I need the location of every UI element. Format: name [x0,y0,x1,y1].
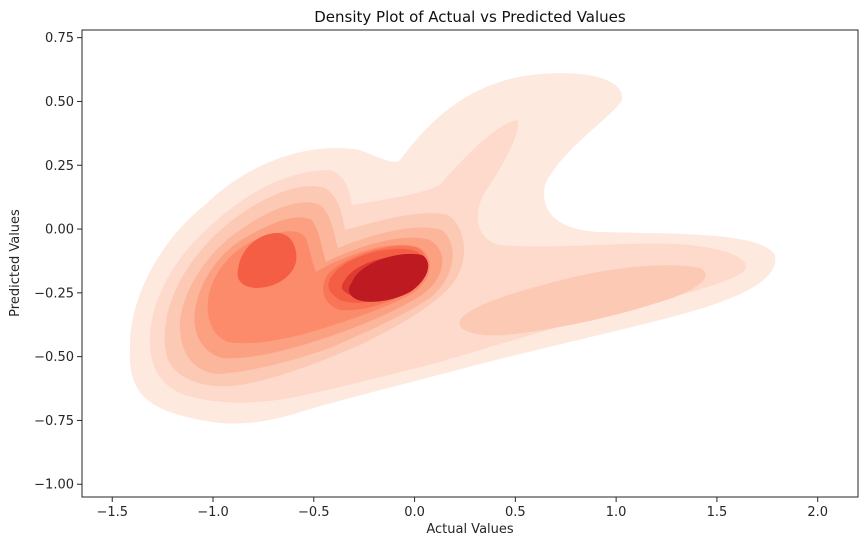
density-contour-level-8 [237,232,297,288]
y-axis-label: Predicted Values [8,209,23,317]
y-tick-label: 0.25 [45,159,74,174]
y-tick-label: 0.75 [45,31,74,46]
density-contour-level-3-east [459,265,706,336]
x-axis-label: Actual Values [426,522,514,537]
y-tick-label: −0.75 [34,414,74,429]
x-tick-label: 0.0 [404,505,425,520]
y-tick-label: 0.50 [45,95,74,110]
density-contour-level-10 [348,253,429,302]
x-tick-label: 1.0 [606,505,627,520]
plot-frame [81,29,859,498]
x-tick-label: −0.5 [298,505,330,520]
x-tick-label: 1.5 [707,505,728,520]
y-tick-label: 0.00 [45,223,74,238]
x-axis: −1.5 −1.0 −0.5 0.0 0.5 1.0 1.5 2.0 [96,497,828,520]
x-tick-label: 0.5 [505,505,526,520]
y-axis: −1.00 −0.75 −0.50 −0.25 0.00 0.25 0.50 0.75 [34,31,82,493]
y-tick-label: −1.00 [34,478,74,493]
density-contours [129,73,776,424]
chart-title: Density Plot of Actual vs Predicted Valu… [314,8,626,26]
x-tick-label: −1.0 [197,505,229,520]
x-tick-label: −1.5 [96,505,128,520]
y-tick-label: −0.25 [34,286,74,301]
y-tick-label: −0.50 [34,350,74,365]
x-tick-label: 2.0 [807,505,828,520]
